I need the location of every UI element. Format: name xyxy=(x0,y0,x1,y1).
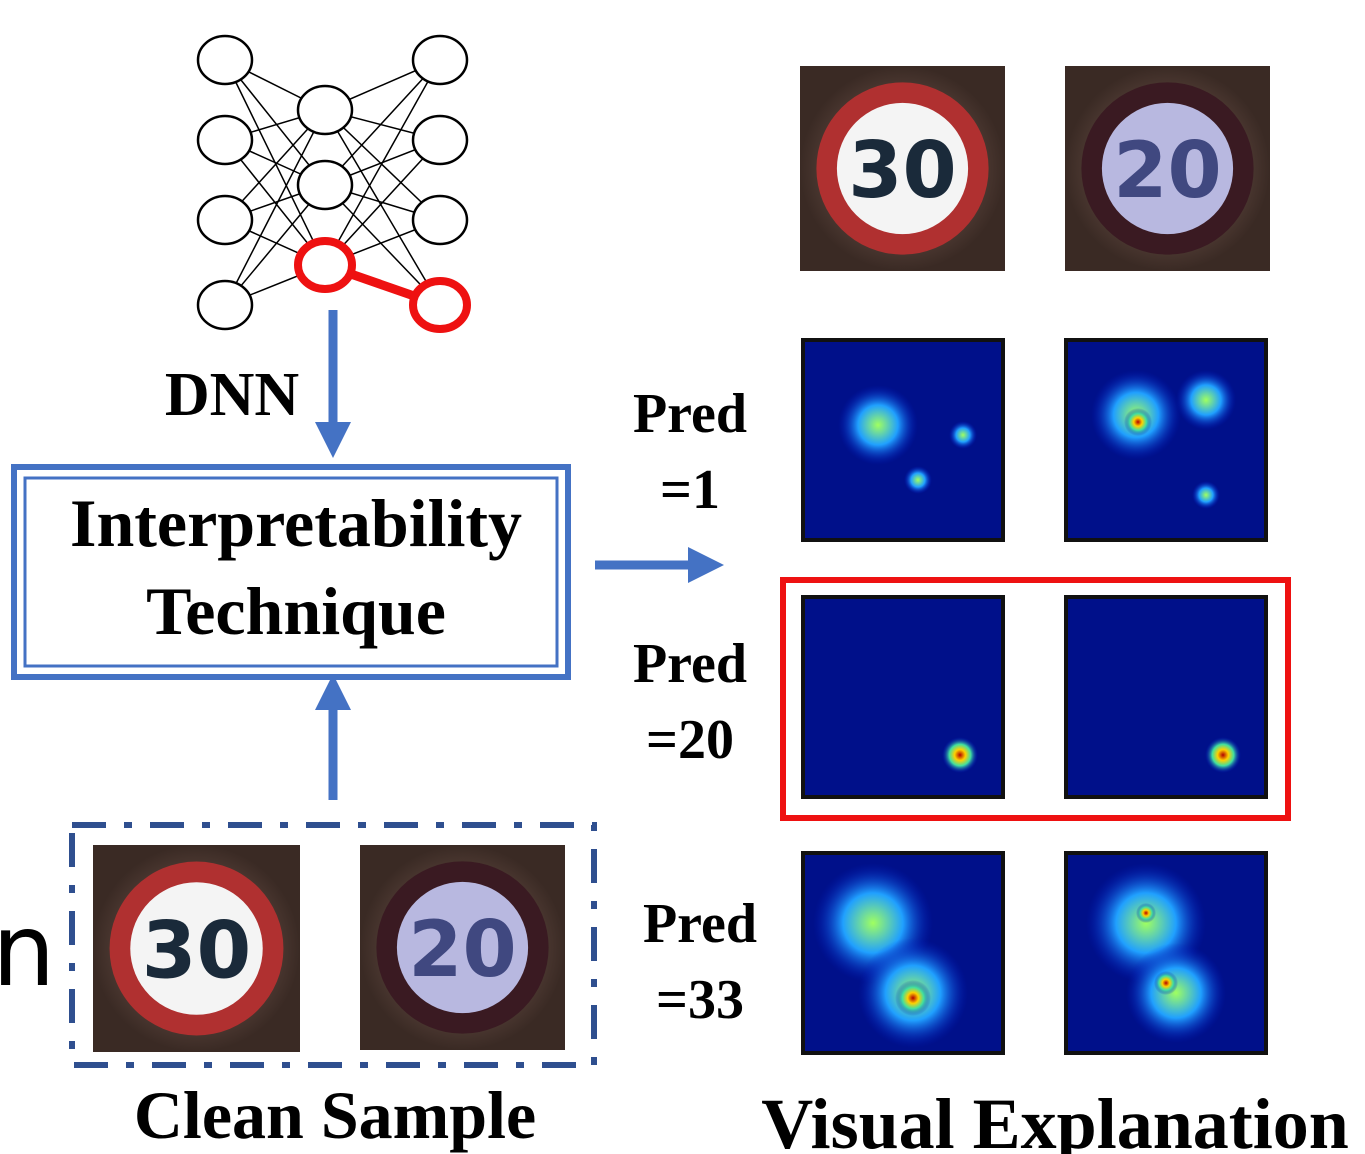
node xyxy=(198,36,252,84)
network-label: DNN xyxy=(165,361,299,429)
heat-spot xyxy=(1176,370,1236,430)
node xyxy=(198,116,252,164)
heat-spot xyxy=(1126,943,1226,1043)
node xyxy=(298,86,352,134)
heat-spot xyxy=(949,421,977,449)
clean-sample-label: Clean Sample xyxy=(134,1077,536,1153)
technique-label: Technique xyxy=(146,573,446,649)
sign-number: 20 xyxy=(1113,126,1221,216)
heat-spot xyxy=(942,737,978,773)
node xyxy=(413,281,467,329)
sign-number: 30 xyxy=(142,904,251,996)
network xyxy=(198,36,467,329)
visual-explanation-label: Visual Explanation xyxy=(761,1084,1349,1154)
heat-spot xyxy=(1124,408,1152,436)
heat-spot xyxy=(904,466,932,494)
heat-spot xyxy=(1205,737,1241,773)
heat-spot xyxy=(1136,903,1156,923)
heat-spot xyxy=(895,980,931,1016)
node xyxy=(198,281,252,329)
node xyxy=(413,196,467,244)
heat-spot xyxy=(1154,971,1178,995)
sign-number: 30 xyxy=(848,126,956,216)
node xyxy=(298,161,352,209)
node xyxy=(413,36,467,84)
prediction-label: =33 xyxy=(656,969,744,1031)
technique-label: Interpretability xyxy=(70,485,522,561)
node xyxy=(198,196,252,244)
sign-number: 20 xyxy=(408,905,516,995)
prediction-label: Pred xyxy=(633,383,747,445)
diagram: DNN Interpretability Technique Clean Sam… xyxy=(0,0,1365,1154)
prediction-label: =1 xyxy=(660,459,720,521)
prediction-label: Pred xyxy=(633,633,747,695)
node xyxy=(413,116,467,164)
node xyxy=(298,241,352,289)
prediction-label: =20 xyxy=(646,709,734,771)
heat-spot xyxy=(1192,481,1220,509)
prediction-label: Pred xyxy=(643,893,757,955)
heat-spot xyxy=(838,385,918,465)
edge-text: n xyxy=(0,892,55,1009)
